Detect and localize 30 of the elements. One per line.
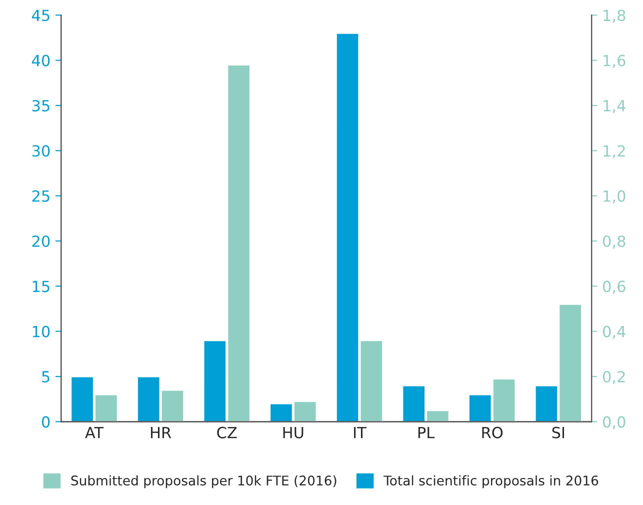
y2-tick-label: 0,8 bbox=[602, 235, 626, 249]
x-tick-label: HU bbox=[283, 427, 304, 438]
x-tick-label: RO bbox=[482, 426, 503, 438]
x-tick-label: AT bbox=[85, 427, 104, 438]
y-tick-label: 10 bbox=[32, 326, 50, 338]
y2-tick-label: 1,8 bbox=[604, 10, 626, 23]
y-tick-label: 40 bbox=[32, 54, 50, 66]
y-tick-label: 15 bbox=[32, 280, 50, 292]
y-tick-label: 0 bbox=[42, 416, 50, 428]
y-tick-label: 35 bbox=[32, 100, 50, 112]
y2-tick-label: 0,4 bbox=[602, 326, 626, 339]
y2-tick-label: 1,2 bbox=[604, 145, 625, 158]
x-tick-label: SI bbox=[552, 426, 564, 438]
y2-tick-label: 1,4 bbox=[604, 100, 626, 114]
legend-label: Total scientific proposals in 2016 bbox=[384, 475, 598, 488]
y2-tick-label: 1,0 bbox=[604, 190, 626, 204]
x-tick-label: HR bbox=[150, 427, 172, 438]
x-tick-label: CZ bbox=[217, 426, 237, 438]
y-tick-label: 25 bbox=[32, 190, 50, 202]
y-tick-label: 5 bbox=[42, 371, 50, 383]
y2-tick-label: 1,6 bbox=[604, 54, 626, 68]
y-tick-label: 45 bbox=[32, 10, 50, 22]
y-tick-label: 30 bbox=[32, 145, 50, 157]
y2-tick-label: 0,6 bbox=[602, 280, 626, 294]
x-tick-label: IT bbox=[354, 427, 366, 438]
y2-tick-label: 0,0 bbox=[602, 416, 626, 430]
legend-label: Submitted proposals per 10k FTE (2016) bbox=[71, 475, 336, 488]
y2-tick-label: 0,2 bbox=[602, 370, 625, 384]
x-tick-label: PL bbox=[418, 427, 435, 438]
y-tick-label: 20 bbox=[32, 235, 50, 248]
